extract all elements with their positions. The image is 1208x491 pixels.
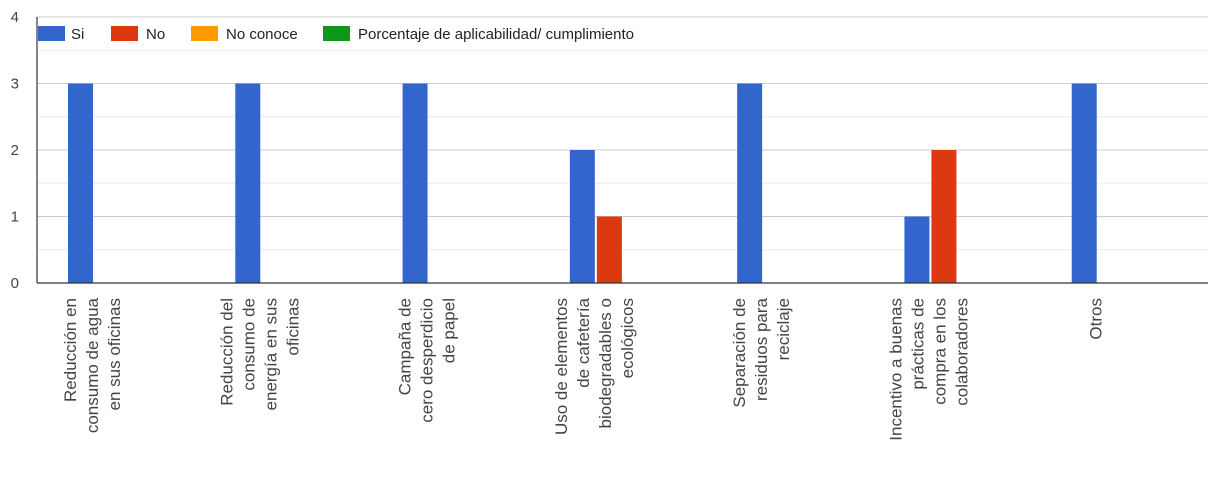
y-tick-label: 4 [11,9,19,26]
bar [1071,83,1097,283]
x-category-label-line: de papel [440,298,459,363]
legend-label: No [146,26,165,43]
x-category-label-line: Uso de elementos [552,298,571,435]
x-category-label-line: compra en los [930,298,949,405]
y-axis-ticks: 0 1 2 3 4 [11,9,19,292]
x-category-label-line: Campaña de [396,298,415,395]
x-category-label-line: ecológicos [618,298,637,378]
legend-swatch [323,26,350,41]
x-category-label-line: Reducción en [61,298,80,402]
x-category-label-line: residuos para [752,297,771,401]
x-category-label-line: biodegradables o [596,298,615,428]
bar [68,83,93,283]
bar [596,216,622,283]
x-category-label-line: Otros [1087,298,1106,340]
legend: Si No No conoce Porcentaje de aplicabilidad… [38,26,634,43]
x-category-label-line: energía en sus [261,298,280,410]
legend-swatch [191,26,218,41]
x-category-label-line: colaboradores [952,298,971,406]
x-category-label: Reducción en consumo de agua en sus oficin… [61,297,124,433]
legend-label: No conoce [226,26,298,43]
x-axis-labels: Reducción en consumo de agua en sus oficin… [61,297,1106,440]
grid-lines [37,16,1208,251]
x-category-label-line: de cafetería [574,297,593,387]
x-category-label: Campaña de cero desperdicio de papel [396,298,459,423]
bar [235,83,261,283]
x-category-label: Uso de elementos de cafetería biodegradabl… [552,297,637,435]
legend-label: Porcentaje de aplicabilidad/ cumplimient… [358,26,634,43]
x-category-label-line: cero desperdicio [418,298,437,423]
y-tick-label: 1 [11,209,19,226]
x-category-label-line: Reducción del [217,298,236,406]
legend-label: Si [71,26,84,43]
bar [569,150,595,283]
x-category-label: Otros [1087,298,1106,340]
x-category-label-line: prácticas de [908,298,927,390]
x-axis [36,17,1208,284]
bar [402,83,428,283]
x-category-label: Separación de residuos para reciclaje [730,297,793,407]
x-category-label-line: Separación de [730,298,749,408]
legend-swatch [38,26,65,41]
x-category-label-line: en sus oficinas [105,298,124,410]
x-category-label-line: consumo de [239,298,258,391]
bars [68,83,1097,283]
y-tick-label: 3 [11,76,19,93]
y-tick-label: 0 [11,275,19,292]
x-category-label-line: Incentivo a buenas [886,298,905,441]
x-category-label-line: reciclaje [774,298,793,360]
y-tick-label: 2 [11,142,19,159]
bar [904,216,930,283]
x-category-label: Reducción del consumo de energía en sus ofi… [217,298,302,410]
x-category-label-line: consumo de agua [83,297,102,433]
legend-swatch [111,26,138,41]
x-category-label: Incentivo a buenas prácticas de compra en … [886,298,971,441]
x-category-label-line: oficinas [283,298,302,356]
bar [737,83,763,283]
bar [931,150,957,283]
